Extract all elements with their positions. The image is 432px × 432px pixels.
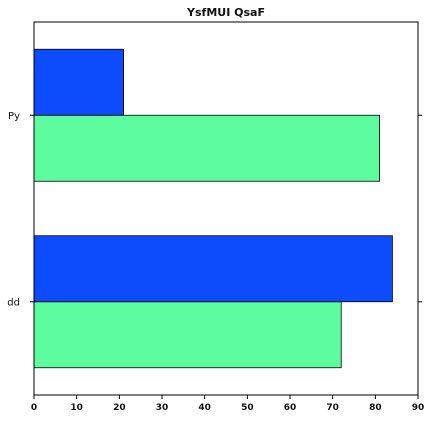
bar-dd-series-1	[33, 301, 342, 369]
x-tick-label: 20	[113, 403, 126, 413]
x-tick-label: 90	[412, 403, 425, 413]
x-tick-label: 30	[156, 403, 169, 413]
bar-dd-series-2	[33, 235, 393, 303]
bar-py-series-1	[33, 114, 381, 182]
axes-layer: dd Py 0 10 20 30 40 50 60 70 80 90	[7, 21, 425, 413]
x-tick-label: 10	[70, 403, 83, 413]
plot-frame	[33, 21, 419, 396]
x-tick-label: 80	[369, 403, 382, 413]
chart-title: YsfMUI QsaF	[186, 6, 265, 19]
x-tick-label: 40	[198, 403, 211, 413]
y-tick-label: Py	[8, 111, 20, 122]
bars-layer	[33, 48, 393, 369]
x-tick-label: 70	[326, 403, 339, 413]
x-tick-label: 0	[31, 403, 37, 413]
x-tick-label: 50	[241, 403, 254, 413]
x-tick-label: 60	[284, 403, 297, 413]
y-tick-label: dd	[7, 297, 20, 308]
bar-py-series-2	[33, 48, 124, 116]
